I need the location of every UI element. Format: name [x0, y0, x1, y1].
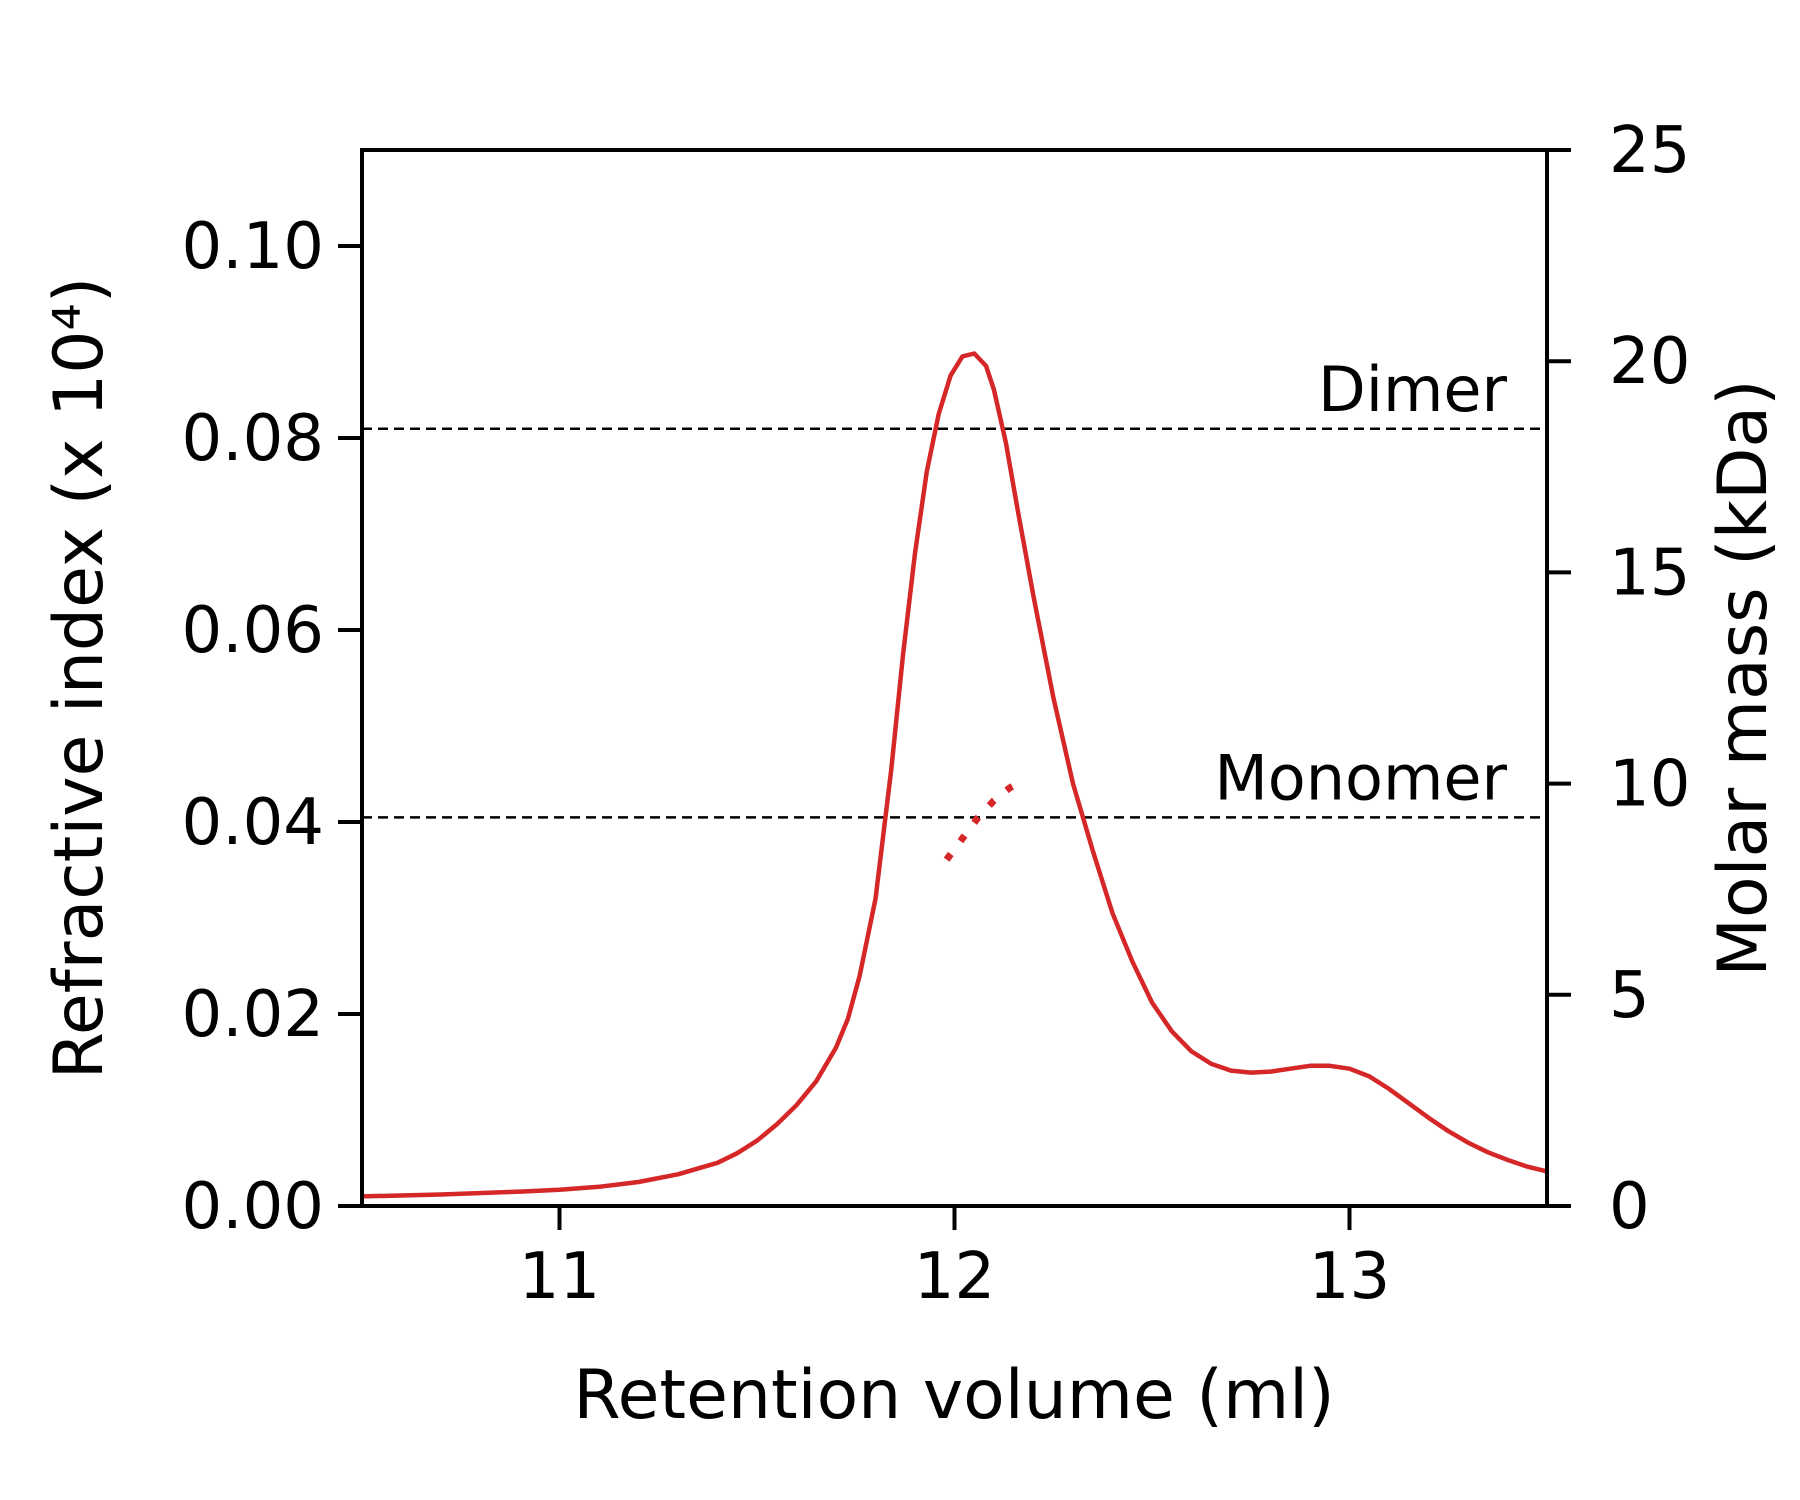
y-right-tick-label: 0	[1609, 1170, 1650, 1244]
y-left-tick-label: 0.00	[182, 1170, 325, 1244]
y-left-tick-label: 0.06	[182, 594, 325, 668]
reference-label-dimer: Dimer	[1318, 353, 1508, 426]
y-right-tick-label: 20	[1609, 325, 1690, 399]
plot-content: Dimer Monomer	[361, 351, 1548, 1199]
y-right-tick-label: 10	[1609, 748, 1690, 822]
y-left-tick-label: 0.04	[182, 786, 325, 860]
y-axis-title-left: Refractive index (x 10⁴)	[40, 277, 119, 1080]
y-axis-title-right: Molar mass (kDa)	[1704, 379, 1783, 976]
x-tick-label: 13	[1309, 1240, 1390, 1314]
molar-mass-series	[943, 776, 1028, 862]
refractive-index-series	[361, 351, 1548, 1199]
y-right-tick-label: 25	[1609, 114, 1690, 188]
x-axis: 11 12 13	[519, 1206, 1390, 1314]
x-tick-label: 11	[519, 1240, 600, 1314]
y-left-tick-label: 0.08	[182, 402, 325, 476]
y-left-tick-label: 0.02	[182, 978, 325, 1052]
y-left-tick-label: 0.10	[182, 210, 325, 284]
plot-frame	[360, 148, 1549, 1208]
reference-label-monomer: Monomer	[1214, 741, 1507, 814]
x-tick-label: 12	[914, 1240, 995, 1314]
y-axis-left: 0.00 0.02 0.04 0.06 0.08 0.10	[182, 210, 362, 1244]
y-right-tick-label: 15	[1609, 536, 1690, 610]
x-axis-title: Retention volume (ml)	[573, 1356, 1334, 1435]
y-axis-right: 0 5 10 15 20 25	[1547, 114, 1690, 1244]
y-right-tick-label: 5	[1609, 959, 1650, 1033]
